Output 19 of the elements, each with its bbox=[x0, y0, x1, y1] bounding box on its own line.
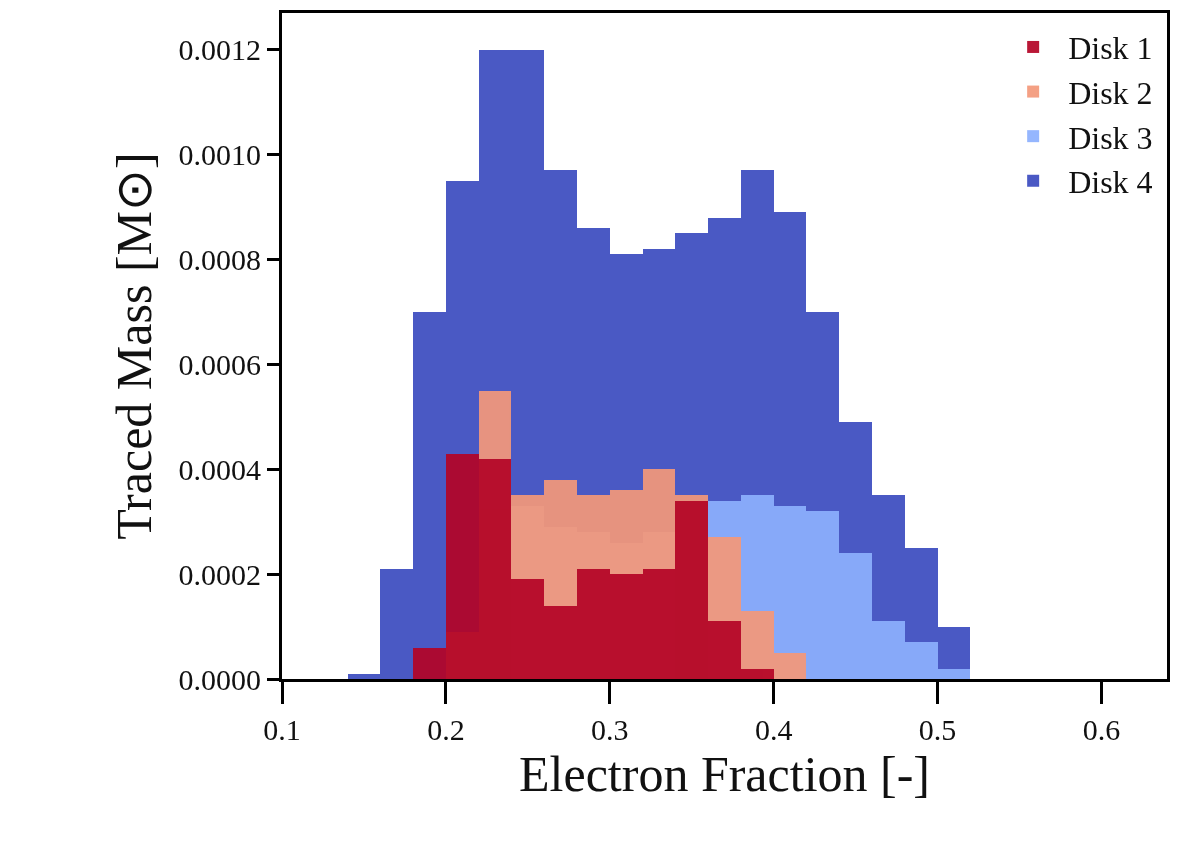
legend-label: Disk 2 bbox=[1068, 75, 1153, 112]
y-tick-label: 0.0008 bbox=[178, 242, 261, 276]
x-tick-label: 0.3 bbox=[591, 713, 629, 746]
legend-label: Disk 3 bbox=[1068, 119, 1153, 156]
x-tick-label: 0.2 bbox=[427, 713, 465, 746]
y-tick-label: 0.0006 bbox=[178, 347, 261, 381]
y-tick-label: 0.0004 bbox=[178, 452, 261, 486]
y-tick-label: 0.0002 bbox=[178, 557, 261, 591]
y-tick-label: 0.0000 bbox=[178, 662, 261, 696]
x-tick-label: 0.4 bbox=[754, 713, 793, 746]
legend-label: Disk 1 bbox=[1068, 30, 1153, 67]
y-tick-label: 0.0010 bbox=[178, 138, 261, 172]
x-tick-label: 0.1 bbox=[263, 713, 301, 746]
x-tick-label: 0.6 bbox=[1082, 713, 1121, 746]
x-axis-title: Electron Fraction [-] bbox=[519, 746, 930, 802]
y-tick-label: 0.0012 bbox=[178, 33, 261, 67]
x-tick-label: 0.5 bbox=[918, 713, 957, 746]
y-axis-title: Traced Mass [M⊙] bbox=[105, 152, 162, 540]
legend-label: Disk 4 bbox=[1068, 164, 1153, 201]
